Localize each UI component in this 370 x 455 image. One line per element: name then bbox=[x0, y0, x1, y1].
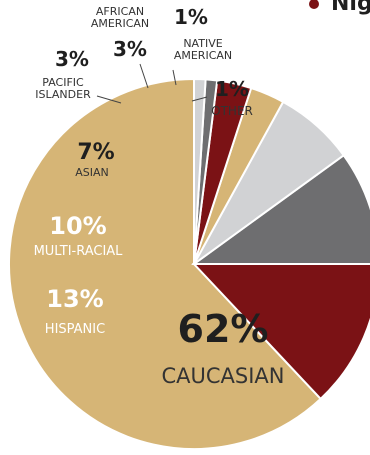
category-label-other: OTHER bbox=[211, 104, 253, 118]
category-label-asian: ASIAN bbox=[75, 166, 109, 179]
legend: Nig bbox=[309, 0, 370, 16]
slice-labels: 62% CAUCASIAN 13% HISPANIC 10% MULTI-RACIAL 7%… bbox=[34, 5, 285, 388]
pct-label-asian: 7% bbox=[77, 140, 114, 165]
leader-line bbox=[172, 69, 177, 86]
pie-slice-other bbox=[193, 77, 207, 265]
pct-label-hispanic: 13% bbox=[46, 285, 103, 313]
category-label-pacific-islander: PACIFIC ISLANDER bbox=[35, 76, 91, 101]
legend-marker bbox=[309, 0, 319, 9]
pct-label-multi-racial: 10% bbox=[49, 212, 106, 240]
pie-slice-hispanic bbox=[191, 263, 370, 401]
pct-label-other: 1% bbox=[215, 77, 249, 101]
pct-label-native-american: 1% bbox=[174, 5, 208, 29]
pie-slice-caucasian bbox=[8, 77, 323, 450]
legend-label: Nig bbox=[331, 0, 370, 16]
leader-line bbox=[139, 63, 149, 89]
category-label-caucasian: CAUCASIAN bbox=[161, 364, 284, 388]
category-label-hispanic: HISPANIC bbox=[45, 322, 105, 337]
category-label-african-american: AFRICAN AMERICAN bbox=[91, 5, 149, 30]
leader-line bbox=[191, 96, 208, 102]
pct-label-african-american: 3% bbox=[113, 37, 147, 61]
leader-lines bbox=[96, 63, 208, 104]
pct-label-caucasian: 62% bbox=[178, 307, 269, 351]
pie-slices bbox=[8, 77, 370, 450]
leader-line bbox=[96, 95, 122, 104]
pct-label-pacific-islander: 3% bbox=[55, 47, 89, 71]
category-label-multi-racial: MULTI-RACIAL bbox=[34, 244, 124, 259]
category-label-native-american: NATIVE AMERICAN bbox=[174, 37, 232, 62]
